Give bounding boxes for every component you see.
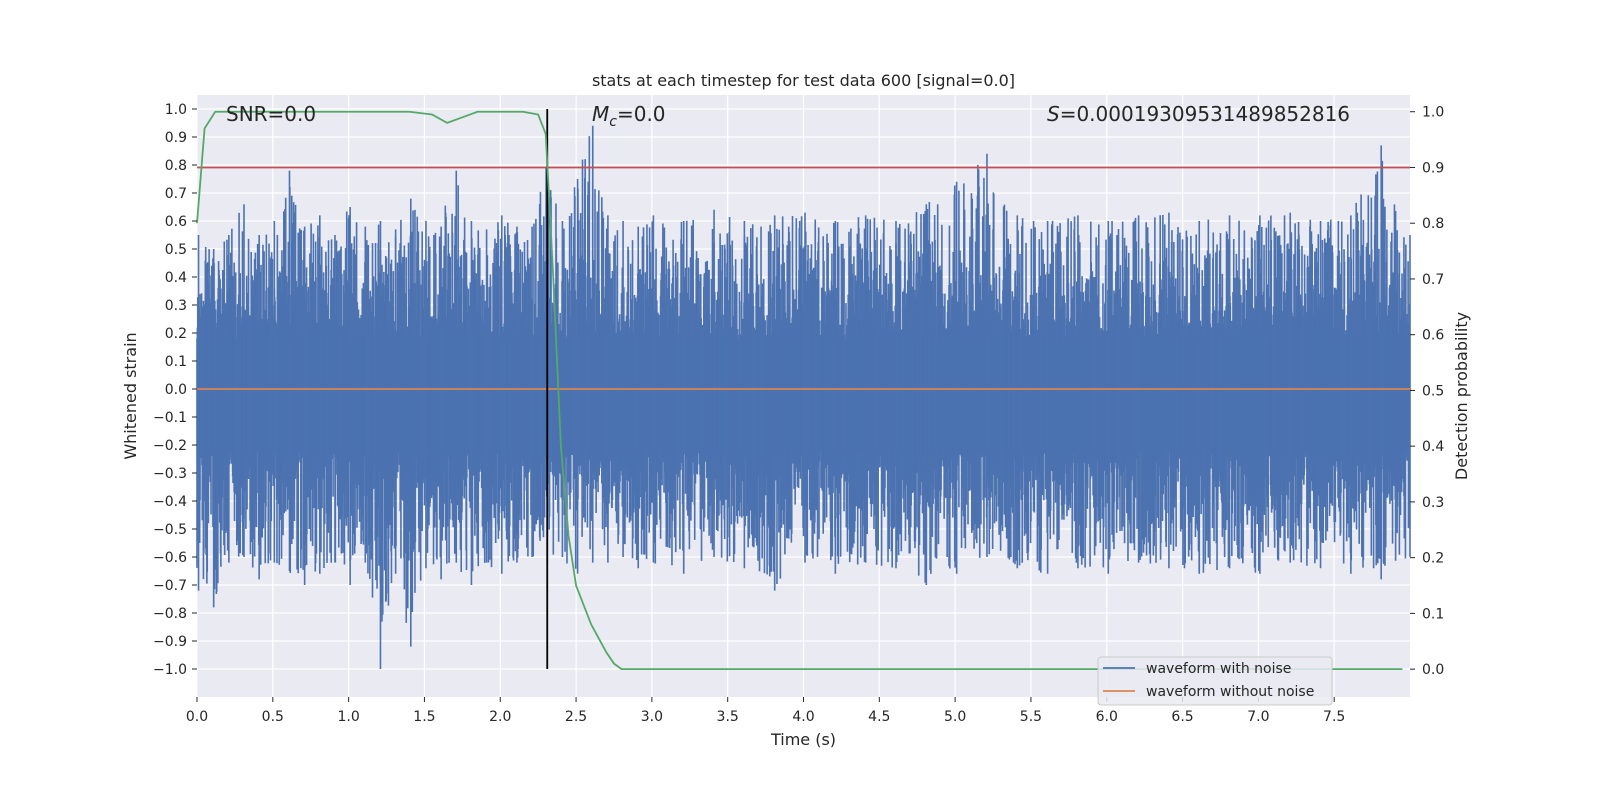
y-tick-label: −0.7 xyxy=(153,578,187,594)
snr-annotation: SNR=0.0 xyxy=(226,102,316,126)
chirp-mass-annotation: Mc=0.0 xyxy=(592,102,666,130)
x-tick-label: 6.0 xyxy=(1096,709,1118,725)
s-value: =0.00019309531489852816 xyxy=(1060,102,1350,126)
noise-waveform-layer xyxy=(196,125,1411,669)
y-tick-label: −0.4 xyxy=(153,494,187,510)
y-tick-label: 0.5 xyxy=(165,242,187,258)
y2-tick-label: 0.0 xyxy=(1422,662,1444,678)
y2-tick-label: 0.7 xyxy=(1422,272,1444,288)
x-tick-label: 0.5 xyxy=(262,709,284,725)
x-tick-label: 7.0 xyxy=(1247,709,1269,725)
y-tick-label: −0.9 xyxy=(153,634,187,650)
x-tick-label: 2.5 xyxy=(565,709,587,725)
y2-tick-label: 0.6 xyxy=(1422,328,1444,344)
y-tick-label: −0.1 xyxy=(153,410,187,426)
y-tick-label: 0.3 xyxy=(165,298,187,314)
s-symbol: S xyxy=(1047,102,1060,126)
y2-tick-label: 0.2 xyxy=(1422,551,1444,567)
y-tick-label: 0.7 xyxy=(165,186,187,202)
s-annotation: S=0.00019309531489852816 xyxy=(1047,102,1350,126)
y2-tick-label: 0.1 xyxy=(1422,606,1444,622)
x-tick-label: 0.0 xyxy=(186,709,208,725)
x-tick-label: 2.0 xyxy=(489,709,511,725)
y-tick-label: 0.2 xyxy=(165,326,187,342)
y-axis-label: Whitened strain xyxy=(121,332,140,459)
y2-tick-label: 0.5 xyxy=(1422,383,1444,399)
y-tick-label: −0.3 xyxy=(153,466,187,482)
x-tick-label: 1.0 xyxy=(337,709,359,725)
mc-value: =0.0 xyxy=(617,102,666,126)
y2-tick-label: 0.3 xyxy=(1422,495,1444,511)
x-tick-label: 6.5 xyxy=(1171,709,1193,725)
legend-label-without-noise: waveform without noise xyxy=(1146,684,1314,700)
y-tick-label: 0.0 xyxy=(165,382,187,398)
y-tick-label: −0.2 xyxy=(153,438,187,454)
x-tick-label: 7.5 xyxy=(1323,709,1345,725)
y-tick-label: 0.9 xyxy=(165,130,187,146)
x-tick-label: 4.0 xyxy=(792,709,814,725)
y2-tick-label: 1.0 xyxy=(1422,105,1444,121)
x-tick-label: 5.0 xyxy=(944,709,966,725)
y-tick-label: 0.6 xyxy=(165,214,187,230)
y-tick-label: 0.4 xyxy=(165,270,187,286)
x-tick-label: 3.0 xyxy=(641,709,663,725)
mc-subscript: c xyxy=(609,114,617,130)
y2-tick-label: 0.8 xyxy=(1422,216,1444,232)
detection-probability-line xyxy=(196,110,1403,671)
mc-symbol: M xyxy=(592,102,609,126)
x-tick-label: 4.5 xyxy=(868,709,890,725)
y-tick-label: −0.8 xyxy=(153,606,187,622)
axes-layer: 0.0 0.5 1.0 1.5 2.0 2.5 3.0 3.5 4.0 4.5 5.0 5.5 6.0 6… xyxy=(153,102,1444,725)
y-tick-label: 1.0 xyxy=(165,102,187,118)
x-tick-label: 3.5 xyxy=(717,709,739,725)
y-tick-label: 0.1 xyxy=(165,354,187,370)
legend-box xyxy=(1097,656,1333,706)
x-axis-label: Time (s) xyxy=(770,730,836,749)
legend-label-with-noise: waveform with noise xyxy=(1146,661,1291,677)
chart-title: stats at each timestep for test data 600… xyxy=(592,71,1015,90)
y-tick-label: −0.5 xyxy=(153,522,187,538)
lines-layer xyxy=(196,109,1410,671)
legend: waveform with noise waveform without noi… xyxy=(1097,656,1333,706)
x-tick-label: 5.5 xyxy=(1020,709,1042,725)
y2-tick-label: 0.4 xyxy=(1422,439,1444,455)
y-tick-label: 0.8 xyxy=(165,158,187,174)
y2-tick-label: 0.9 xyxy=(1422,160,1444,176)
y-tick-label: −1.0 xyxy=(153,662,187,678)
y2-axis-label: Detection probability xyxy=(1452,312,1471,480)
y-tick-label: −0.6 xyxy=(153,550,187,566)
x-tick-label: 1.5 xyxy=(413,709,435,725)
